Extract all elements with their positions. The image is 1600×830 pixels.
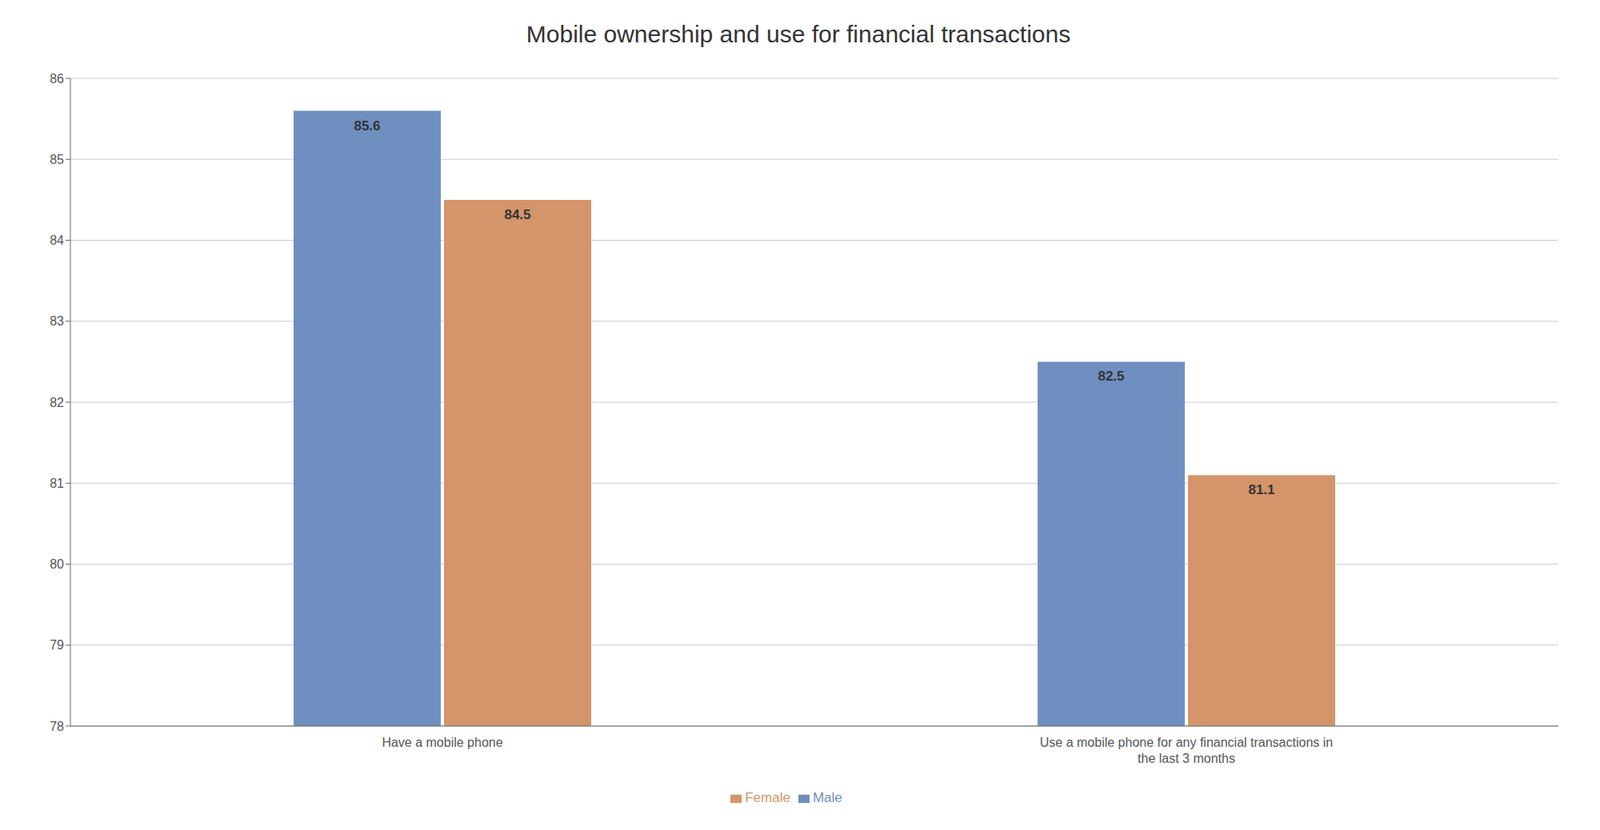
- svg-text:84.5: 84.5: [504, 207, 531, 223]
- html-text:Female: Female: [744, 790, 791, 806]
- svg-text:83: 83: [49, 314, 64, 328]
- svg-text:81.1: 81.1: [1248, 482, 1275, 498]
- svg-text:82: 82: [49, 396, 64, 410]
- svg-text:85: 85: [49, 152, 64, 167]
- svg-text:84: 84: [49, 233, 64, 248]
- svg-text:80: 80: [49, 557, 64, 572]
- svg-text:85.6: 85.6: [353, 118, 380, 134]
- html-text:Male: Male: [812, 790, 843, 806]
- svg-text:81: 81: [49, 476, 64, 491]
- svg-text:86: 86: [49, 72, 64, 86]
- svg-text:Use a mobile phone for any fin: Use a mobile phone for any financial tra…: [1040, 736, 1333, 766]
- svg-text:78: 78: [49, 720, 64, 734]
- svg-text:79: 79: [49, 638, 64, 652]
- svg-text:Have a mobile phone: Have a mobile phone: [381, 736, 503, 750]
- html-text:Mobile ownership and use for f: Mobile ownership and use for financial t…: [526, 20, 1071, 48]
- svg-text:82.5: 82.5: [1097, 368, 1124, 384]
